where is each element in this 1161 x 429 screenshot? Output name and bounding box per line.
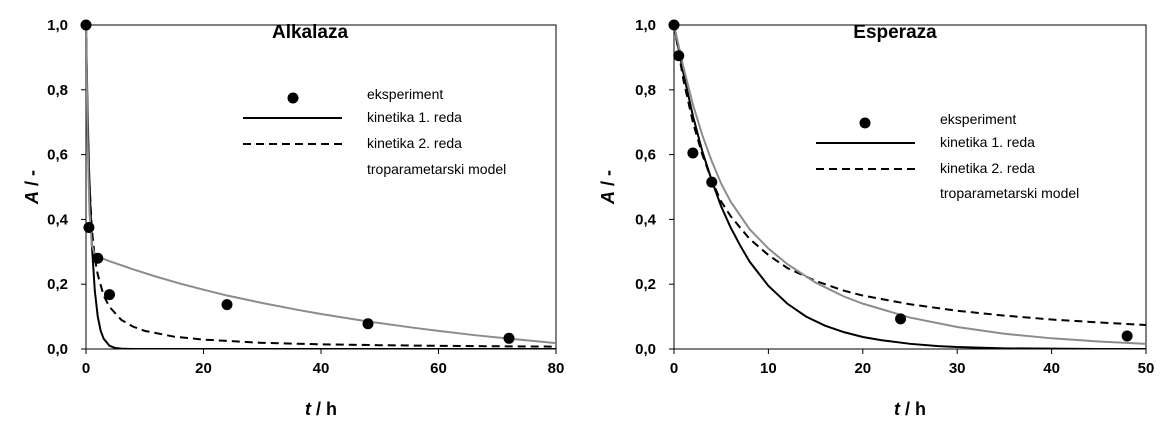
y-tick-label: 0,4: [635, 211, 657, 228]
y-tick-label: 0,8: [635, 82, 656, 99]
data-point: [81, 20, 92, 31]
legend-label: eksperiment: [367, 86, 443, 102]
panel-title: Alkalaza: [272, 22, 348, 43]
legend-label: troparametarski model: [367, 161, 506, 177]
y-axis-title: A / -: [598, 170, 618, 205]
y-tick-label: 1,0: [635, 17, 656, 34]
y-tick-label: 0,0: [47, 341, 68, 358]
legend-marker-experiment: [288, 93, 299, 104]
series-line-first-order: [86, 25, 556, 349]
y-tick-label: 0,6: [635, 147, 656, 164]
x-axis-title: t / h: [894, 399, 926, 419]
y-tick-label: 0,2: [47, 276, 68, 293]
x-tick-label: 60: [430, 360, 447, 377]
data-point: [706, 177, 717, 188]
data-point: [504, 333, 515, 344]
x-tick-label: 20: [854, 360, 871, 377]
y-tick-label: 0,8: [47, 82, 68, 99]
chart-panel-esperaza: 0,0 0,2 0,4 0,6 0,8 1,0 0 10 20 30 40 50 Esperaza eks…: [598, 17, 1154, 419]
plot-frame: [86, 25, 556, 349]
x-tick-label: 80: [548, 360, 565, 377]
x-tick-label: 30: [949, 360, 966, 377]
legend-label: troparametarski model: [940, 185, 1079, 201]
data-point: [1122, 331, 1133, 342]
legend-label: kinetika 2. reda: [367, 135, 462, 151]
y-tick-label: 0,0: [635, 341, 656, 358]
data-point: [895, 313, 906, 324]
x-tick-label: 50: [1138, 360, 1155, 377]
legend-label: kinetika 1. reda: [940, 134, 1035, 150]
data-point: [673, 50, 684, 61]
y-tick-label: 1,0: [47, 17, 68, 34]
data-point: [83, 222, 94, 233]
x-tick-label: 10: [760, 360, 777, 377]
legend-label: eksperiment: [940, 111, 1016, 127]
legend-marker-experiment: [860, 118, 871, 129]
series-line-second-order: [674, 25, 1146, 325]
x-tick-label: 40: [313, 360, 330, 377]
legend-label: kinetika 2. reda: [940, 160, 1035, 176]
legend-label: kinetika 1. reda: [367, 109, 462, 125]
series-line-second-order: [86, 25, 556, 347]
y-tick-label: 0,2: [635, 276, 656, 293]
chart-panel-alkalaza: 0,0 0,2 0,4 0,6 0,8 1,0 0 20 40 60 80 Alkalaza ekspe…: [22, 17, 564, 419]
y-axis-title: A / -: [22, 170, 42, 205]
x-tick-label: 0: [670, 360, 678, 377]
x-tick-label: 0: [82, 360, 90, 377]
x-tick-label: 20: [195, 360, 212, 377]
series-line-three-parameter: [86, 25, 556, 343]
data-point: [363, 318, 374, 329]
data-point: [92, 253, 103, 264]
data-point: [222, 299, 233, 310]
panel-title: Esperaza: [853, 22, 937, 43]
x-tick-label: 40: [1043, 360, 1060, 377]
x-axis-title: t / h: [305, 399, 337, 419]
data-point: [687, 147, 698, 158]
y-tick-label: 0,4: [47, 211, 69, 228]
y-tick-label: 0,6: [47, 147, 68, 164]
data-point: [104, 289, 115, 300]
data-point: [669, 20, 680, 31]
